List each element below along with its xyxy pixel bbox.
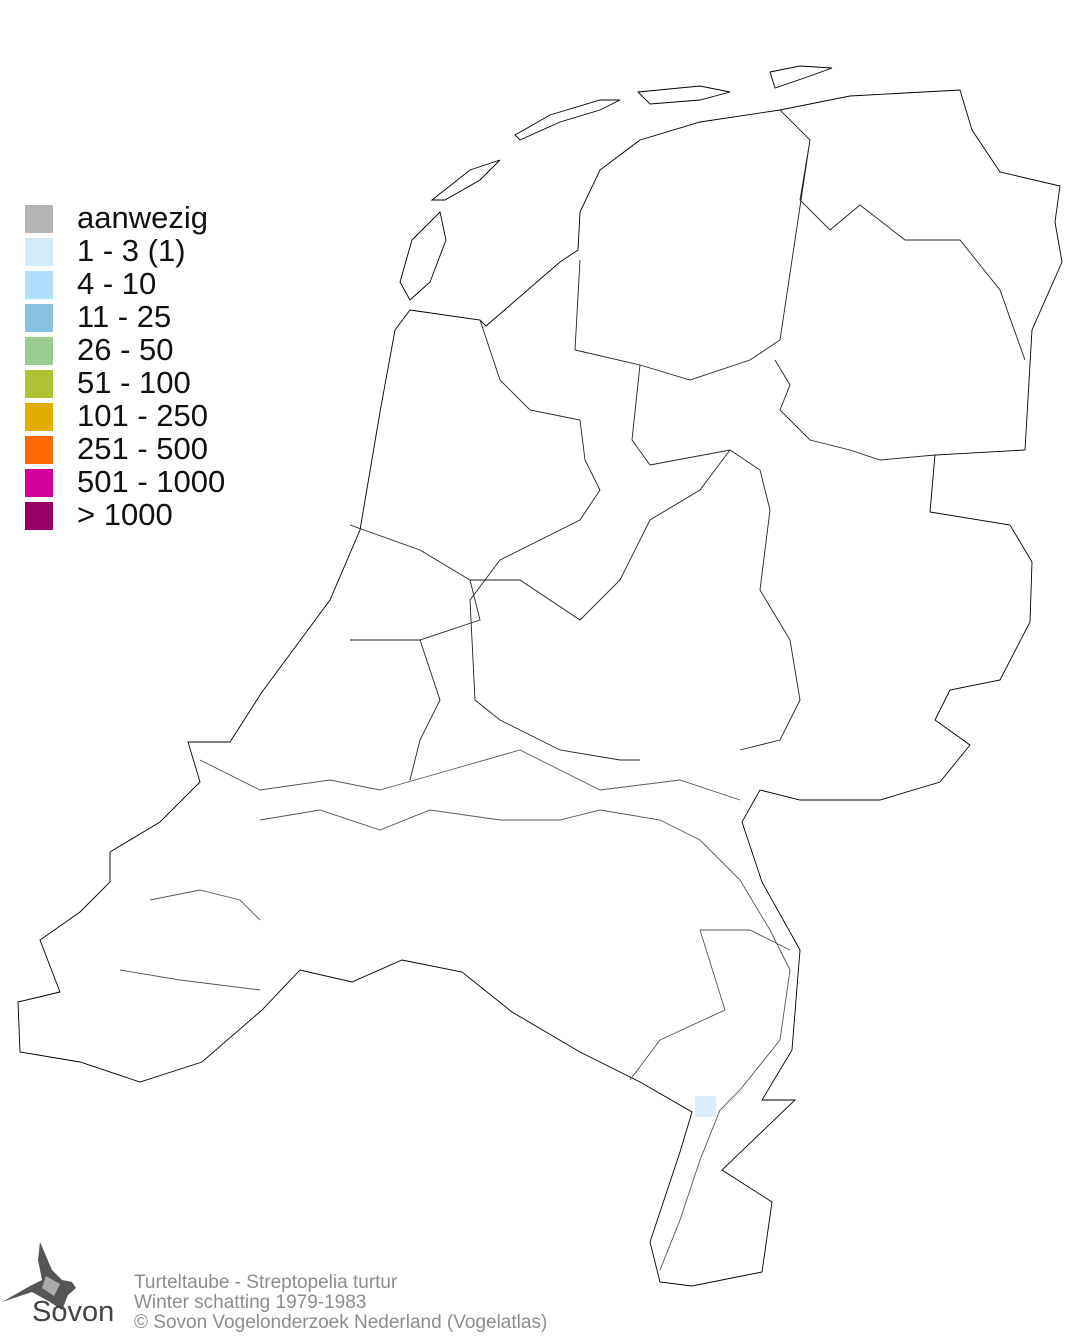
period: Winter schatting 1979-1983: [134, 1292, 367, 1313]
legend-swatch: [25, 205, 53, 233]
legend-swatch: [25, 304, 53, 332]
observation-square: [695, 1096, 716, 1117]
legend-label: 251 - 500: [77, 431, 208, 466]
province-borders: [349, 109, 1026, 781]
legend-swatch: [25, 403, 53, 431]
island-ameland: [637, 85, 731, 105]
logo-text: Sovon: [32, 1296, 115, 1328]
species-name: Turteltaube - Streptopelia turtur: [134, 1272, 398, 1293]
legend-swatch: [25, 370, 53, 398]
legend-swatch: [25, 469, 53, 497]
legend-swatch: [25, 271, 53, 299]
legend-label: > 1000: [77, 497, 173, 532]
island-texel: [399, 211, 447, 301]
legend-label: 26 - 50: [77, 332, 174, 367]
mainland-outline: [17, 89, 1063, 1287]
legend-label: 51 - 100: [77, 365, 191, 400]
copyright: © Sovon Vogelonderzoek Nederland (Vogela…: [134, 1312, 548, 1333]
island-schiermonnikoog: [769, 65, 833, 89]
island-vlieland: [430, 159, 501, 201]
legend-label: aanwezig: [77, 200, 208, 235]
legend-swatch: [25, 337, 53, 365]
legend-label: 501 - 1000: [77, 464, 226, 499]
legend-swatch: [25, 436, 53, 464]
rivers: [119, 749, 791, 1271]
legend-label: 4 - 10: [77, 266, 157, 301]
legend-label: 1 - 3 (1): [77, 233, 186, 268]
island-terschelling: [514, 99, 621, 141]
legend-swatch: [25, 238, 53, 266]
legend-swatch: [25, 502, 53, 530]
credits: Turteltaube - Streptopelia turtur Winter…: [134, 1273, 547, 1333]
legend-label: 101 - 250: [77, 398, 208, 433]
sovon-swallow-logo-icon: [2, 1242, 76, 1310]
legend-label: 11 - 25: [77, 299, 172, 334]
